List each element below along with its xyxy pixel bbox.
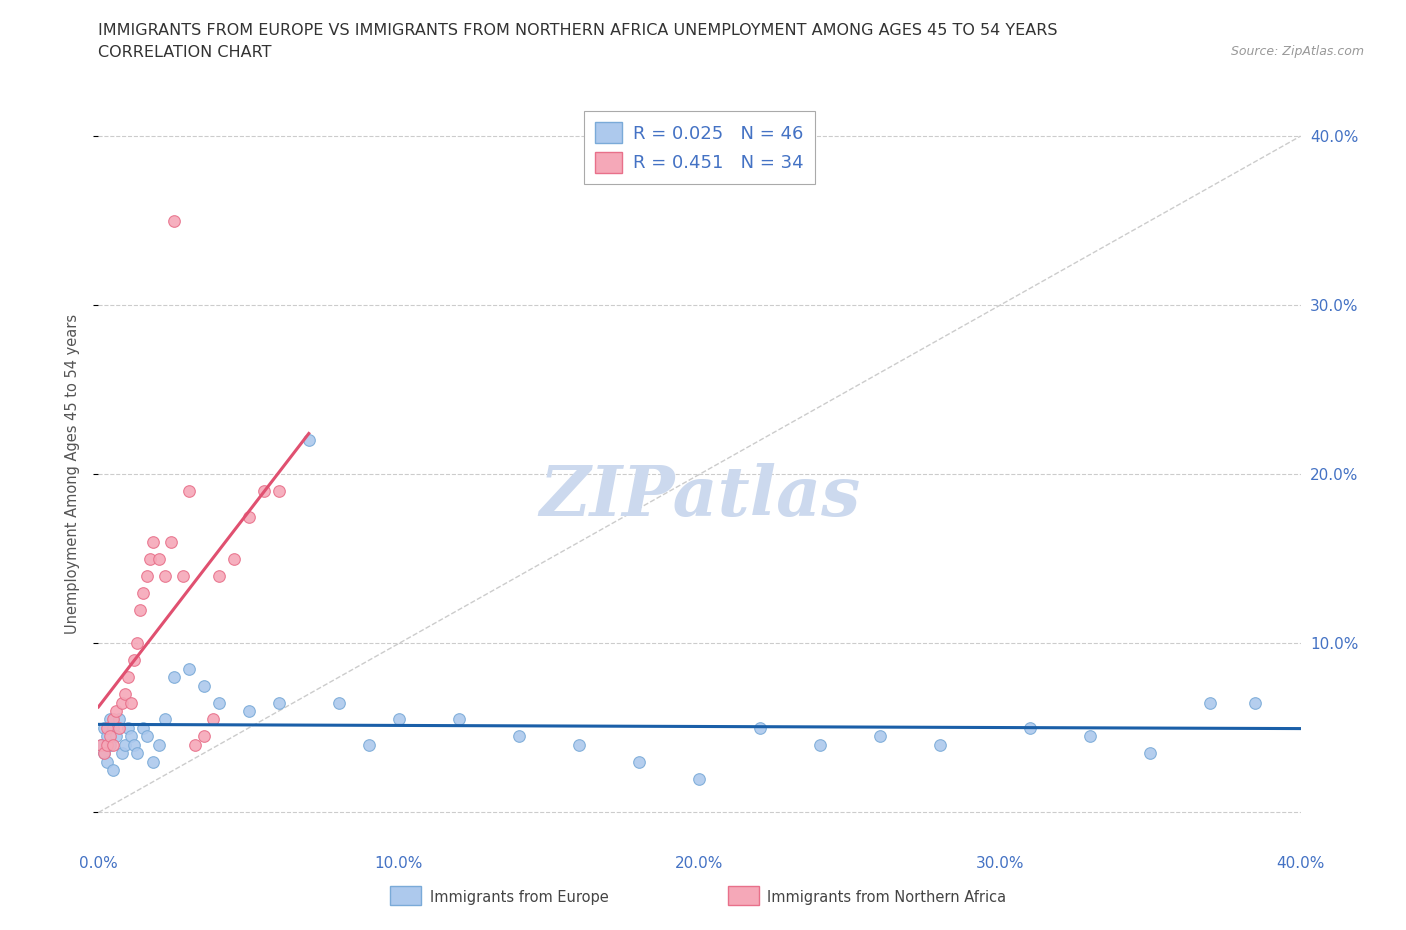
Point xyxy=(114,737,136,752)
Point xyxy=(117,670,139,684)
Point xyxy=(267,484,290,498)
Point xyxy=(111,695,134,710)
Point xyxy=(100,712,122,727)
Point xyxy=(138,551,160,566)
Point xyxy=(162,213,184,228)
Point xyxy=(748,721,770,736)
Point xyxy=(177,661,200,676)
Point xyxy=(100,737,122,752)
Point xyxy=(201,712,224,727)
Text: Immigrants from Europe: Immigrants from Europe xyxy=(430,890,609,905)
Point xyxy=(127,636,149,651)
Point xyxy=(808,737,831,752)
Point xyxy=(96,729,118,744)
Point xyxy=(447,712,470,727)
Point xyxy=(148,551,170,566)
Point xyxy=(172,568,194,583)
Point xyxy=(141,535,163,550)
Point xyxy=(238,704,260,719)
Point xyxy=(135,568,157,583)
Text: ZIPatlas: ZIPatlas xyxy=(538,463,860,530)
Point xyxy=(141,754,163,769)
Point xyxy=(90,737,112,752)
Point xyxy=(105,729,128,744)
Point xyxy=(124,653,146,668)
Point xyxy=(568,737,591,752)
Point xyxy=(388,712,411,727)
Point xyxy=(103,737,125,752)
Point xyxy=(103,712,125,727)
Text: Source: ZipAtlas.com: Source: ZipAtlas.com xyxy=(1230,45,1364,58)
Point xyxy=(135,729,157,744)
Point xyxy=(108,712,131,727)
Point xyxy=(628,754,651,769)
Point xyxy=(121,695,143,710)
Text: CORRELATION CHART: CORRELATION CHART xyxy=(98,45,271,60)
Point xyxy=(1244,695,1267,710)
Point xyxy=(105,704,128,719)
Point xyxy=(108,721,131,736)
Point xyxy=(357,737,380,752)
Point xyxy=(193,729,215,744)
Point xyxy=(96,737,118,752)
Point xyxy=(183,737,205,752)
Point xyxy=(96,754,118,769)
Point xyxy=(96,721,118,736)
Point xyxy=(1019,721,1042,736)
Point xyxy=(103,721,125,736)
Point xyxy=(93,721,115,736)
Point xyxy=(153,568,176,583)
Y-axis label: Unemployment Among Ages 45 to 54 years: Unemployment Among Ages 45 to 54 years xyxy=(65,314,80,634)
Point xyxy=(929,737,952,752)
Point xyxy=(689,771,711,786)
Point xyxy=(93,746,115,761)
Point xyxy=(253,484,276,498)
Point xyxy=(153,712,176,727)
Point xyxy=(162,670,184,684)
Point xyxy=(148,737,170,752)
Point xyxy=(208,695,231,710)
Legend: R = 0.025   N = 46, R = 0.451   N = 34: R = 0.025 N = 46, R = 0.451 N = 34 xyxy=(585,112,814,184)
Point xyxy=(124,737,146,752)
Point xyxy=(238,509,260,524)
Point xyxy=(328,695,350,710)
Point xyxy=(1199,695,1222,710)
Point xyxy=(121,729,143,744)
Point xyxy=(1139,746,1161,761)
Point xyxy=(159,535,181,550)
Point xyxy=(508,729,530,744)
Point xyxy=(103,763,125,777)
Point xyxy=(298,433,321,448)
Point xyxy=(90,737,112,752)
Point xyxy=(208,568,231,583)
Text: Immigrants from Northern Africa: Immigrants from Northern Africa xyxy=(768,890,1007,905)
Point xyxy=(93,746,115,761)
Point xyxy=(129,602,152,617)
Point xyxy=(100,729,122,744)
Point xyxy=(1078,729,1101,744)
Point xyxy=(117,721,139,736)
Point xyxy=(132,721,155,736)
Point xyxy=(114,686,136,701)
Point xyxy=(222,551,245,566)
Point xyxy=(132,585,155,600)
Point xyxy=(869,729,891,744)
Point xyxy=(111,746,134,761)
Point xyxy=(127,746,149,761)
Point xyxy=(177,484,200,498)
Point xyxy=(193,678,215,693)
Point xyxy=(267,695,290,710)
Text: IMMIGRANTS FROM EUROPE VS IMMIGRANTS FROM NORTHERN AFRICA UNEMPLOYMENT AMONG AGE: IMMIGRANTS FROM EUROPE VS IMMIGRANTS FRO… xyxy=(98,23,1057,38)
